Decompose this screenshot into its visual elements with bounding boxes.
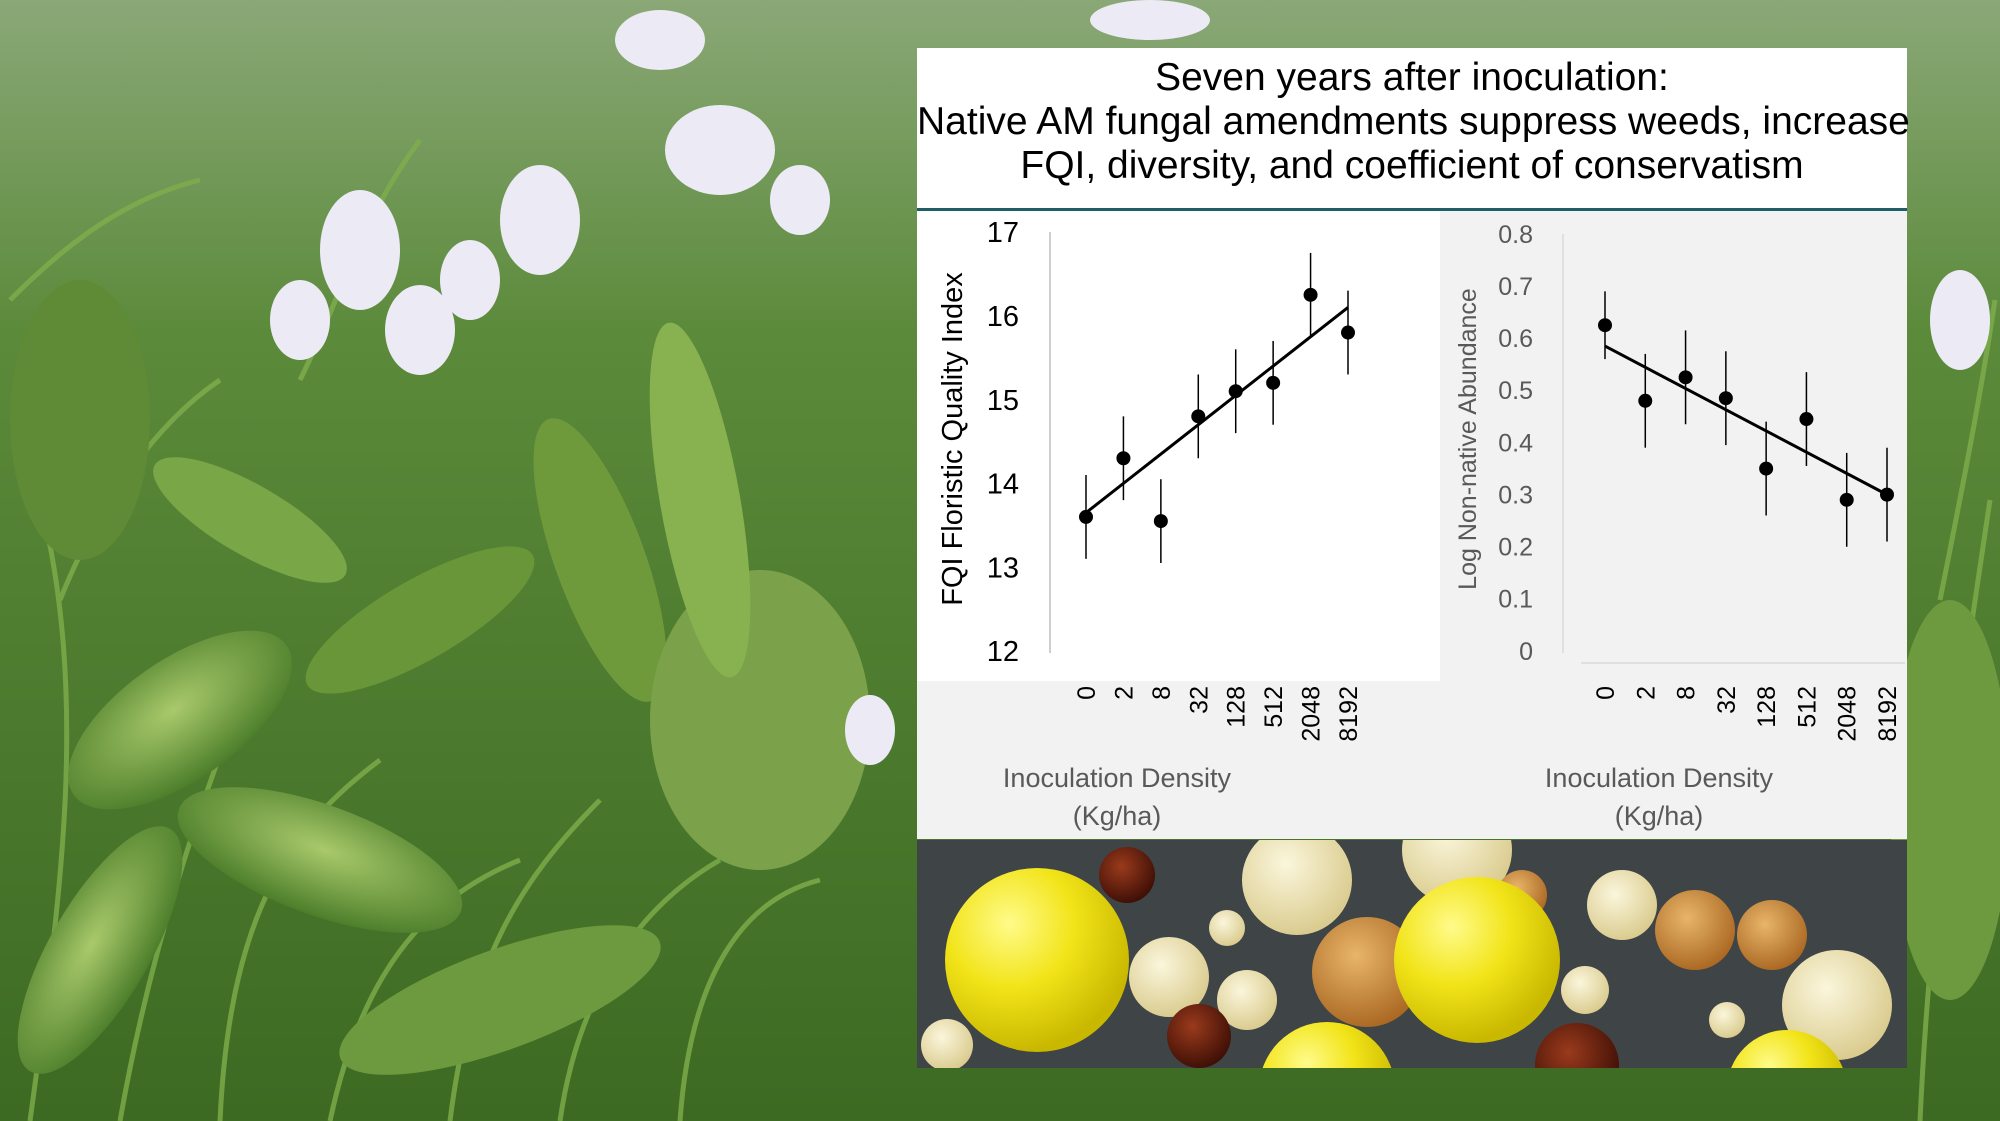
fqi-data-point — [1191, 409, 1206, 424]
fqi-axis-label-background — [917, 681, 1440, 839]
nonnative-y-tick-label: 0.5 — [1498, 377, 1533, 405]
nonnative-x-category-label: 8192 — [1874, 686, 1902, 742]
title-line-2: Native AM fungal amendments suppress wee… — [917, 100, 1910, 143]
fqi-x-category-label: 2048 — [1298, 686, 1326, 742]
fqi-x-category-label: 0 — [1073, 686, 1101, 700]
nonnative-x-category-label: 512 — [1793, 686, 1821, 728]
fqi-y-tick-label: 16 — [987, 301, 1019, 333]
fqi-plot-background — [917, 211, 1440, 681]
nonnative-trendline — [1604, 344, 1888, 496]
nonnative-x-category-label: 32 — [1713, 686, 1741, 714]
fqi-data-point — [1228, 384, 1243, 399]
nonnative-y-tick-label: 0.1 — [1498, 586, 1533, 614]
fqi-x-axis-title: Inoculation Density — [1003, 763, 1232, 793]
fqi-x-category-label: 8 — [1148, 686, 1176, 700]
fqi-data-point — [1079, 509, 1093, 524]
nonnative-data-point — [1839, 492, 1854, 507]
nonnative-data-point — [1718, 391, 1733, 406]
broad-leaves — [10, 280, 2000, 1075]
fqi-y-tick-label: 15 — [987, 385, 1019, 417]
nonnative-y-tick-label: 0.8 — [1498, 221, 1533, 249]
fqi-data-point — [1341, 325, 1355, 340]
fqi-data-point — [1266, 375, 1281, 390]
nonnative-y-tick-label: 0.6 — [1498, 325, 1533, 353]
nonnative-data-point — [1759, 461, 1774, 476]
fqi-y-tick-label: 12 — [987, 636, 1019, 668]
fqi-data-point — [1303, 287, 1318, 302]
fqi-x-axis-unit: (Kg/ha) — [1073, 801, 1162, 831]
nonnative-x-category-label: 128 — [1753, 686, 1781, 728]
nonnative-y-tick-label: 0.3 — [1498, 481, 1533, 509]
nonnative-data-point — [1880, 487, 1894, 502]
title-line-3: FQI, diversity, and coefficient of conse… — [1020, 144, 1804, 187]
nonnative-y-tick-label: 0 — [1519, 638, 1533, 666]
nonnative-chart: Log Non-native Abundance Inoculation Den… — [1454, 221, 1905, 831]
fqi-y-axis-title: FQI Floristic Quality Index — [937, 272, 969, 606]
nonnative-x-category-label: 0 — [1592, 686, 1620, 700]
nonnative-x-category-label: 2 — [1632, 686, 1660, 700]
fqi-x-category-label: 128 — [1223, 686, 1251, 728]
fqi-y-tick-label: 17 — [987, 217, 1019, 249]
title-line-1: Seven years after inoculation: — [1155, 56, 1669, 99]
fqi-chart: FQI Floristic Quality Index Inoculation … — [937, 217, 1363, 831]
fqi-data-point — [1153, 514, 1168, 529]
charts-panel: FQI Floristic Quality Index Inoculation … — [917, 211, 1907, 839]
fqi-x-category-label: 8192 — [1335, 686, 1363, 742]
nonnative-y-tick-label: 0.4 — [1498, 429, 1533, 457]
nonnative-plot-background — [1440, 211, 1907, 839]
nonnative-x-category-label: 8 — [1673, 686, 1701, 700]
nonnative-data-point — [1598, 318, 1612, 333]
nonnative-y-tick-label: 0.7 — [1498, 273, 1533, 301]
fqi-data-point — [1116, 451, 1131, 466]
fqi-trendline — [1085, 306, 1349, 514]
fqi-y-tick-label: 13 — [987, 552, 1019, 584]
fqi-y-tick-label: 14 — [987, 469, 1019, 501]
nonnative-data-point — [1638, 393, 1653, 408]
nonnative-x-axis-title: Inoculation Density — [1545, 763, 1774, 793]
nonnative-data-point — [1678, 370, 1693, 385]
white-flower-clusters — [270, 0, 1990, 765]
fqi-x-category-label: 32 — [1185, 686, 1213, 714]
nonnative-data-point — [1799, 412, 1814, 427]
nonnative-y-axis-title: Log Non-native Abundance — [1454, 288, 1482, 590]
nonnative-y-tick-label: 0.2 — [1498, 534, 1533, 562]
nonnative-x-axis-unit: (Kg/ha) — [1615, 801, 1704, 831]
fqi-x-category-label: 512 — [1260, 686, 1288, 728]
nonnative-x-category-label: 2048 — [1834, 686, 1862, 742]
title-box: Seven years after inoculation: Native AM… — [917, 48, 1910, 211]
fqi-x-category-label: 2 — [1110, 686, 1138, 700]
am-fungal-spores-photo — [917, 840, 1907, 1068]
